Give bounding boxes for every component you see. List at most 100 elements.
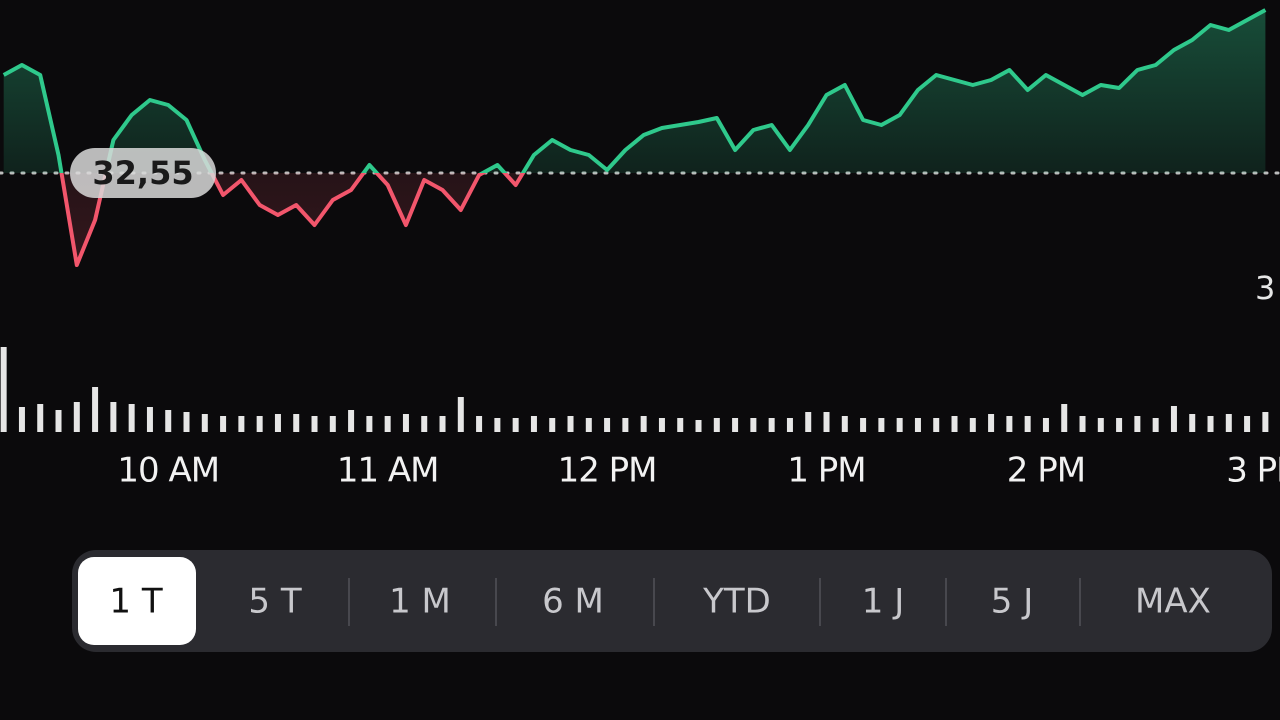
volume-bar [183, 412, 190, 432]
volume-bar [1042, 418, 1049, 432]
range-button[interactable]: 1 M [389, 582, 451, 622]
volume-bar [73, 402, 80, 432]
volume-bar [658, 418, 665, 432]
volume-bar [896, 418, 903, 432]
plot: 32,55 3 10 AM 11 AM 12 PM 1 PM 2 PM 3 PM [0, 8, 1280, 491]
x-tick-label: 2 PM [1007, 451, 1085, 491]
x-tick-label: 3 PM [1226, 451, 1280, 491]
range-selector: 1 T 5 T 1 M 6 M YTD 1 J 5 J MAX [72, 550, 1272, 652]
range-button[interactable]: 5 J [991, 582, 1033, 622]
volume-bar [805, 412, 812, 432]
volume-bar [1244, 416, 1251, 432]
volume-bar [549, 418, 556, 432]
volume-bar [713, 418, 720, 432]
volume-bar [439, 416, 446, 432]
range-button[interactable]: 5 T [248, 582, 301, 622]
volume-bar [1079, 416, 1086, 432]
volume-bar [695, 420, 702, 432]
volume-bar [37, 404, 44, 432]
range-button-selected [78, 557, 196, 645]
volume-bar [1207, 416, 1214, 432]
area-down [3, 173, 1266, 265]
volume-bar [567, 416, 574, 432]
range-button[interactable]: 6 M [542, 582, 604, 622]
volume-bar [914, 418, 921, 432]
volume-bar [1024, 416, 1031, 432]
volume-bar [165, 410, 172, 432]
volume-bar [220, 416, 227, 432]
volume-bar [604, 418, 611, 432]
range-button-label[interactable]: MAX [1135, 582, 1211, 622]
range-button-label[interactable]: 1 M [389, 582, 451, 622]
volume-bar [530, 416, 537, 432]
volume-bar [622, 418, 629, 432]
volume-bar [823, 412, 830, 432]
range-button-label[interactable]: 1 T [109, 582, 162, 622]
volume-bar [293, 414, 300, 432]
volume-bar [1170, 406, 1177, 432]
range-button-label[interactable]: 1 J [862, 582, 904, 622]
volume-bar [933, 418, 940, 432]
x-tick-label: 1 PM [787, 451, 865, 491]
price-line-up [2, 8, 1267, 173]
volume-bar [1225, 414, 1232, 432]
volume-bar [18, 407, 25, 432]
reference-label: 32,55 [92, 154, 193, 192]
range-button-label[interactable]: 6 M [542, 582, 604, 622]
volume-bar [1061, 404, 1068, 432]
range-button-label[interactable]: YTD [702, 582, 771, 622]
volume-bar [969, 418, 976, 432]
x-tick-label: 12 PM [558, 451, 657, 491]
volume-bar [878, 418, 885, 432]
volume-bar [402, 414, 409, 432]
volume-bar [841, 416, 848, 432]
volume-bar [55, 410, 62, 432]
volume-bar [1006, 416, 1013, 432]
volume-bar [348, 410, 355, 432]
range-button-label[interactable]: 5 J [991, 582, 1033, 622]
x-tick-label: 11 AM [337, 451, 439, 491]
volume-bar [951, 416, 958, 432]
volume-bar [384, 416, 391, 432]
volume-bar [786, 418, 793, 432]
volume-bar [732, 418, 739, 432]
range-button[interactable]: 1 T [78, 557, 196, 645]
segmented-control [72, 550, 1272, 652]
volume-bar [311, 416, 318, 432]
volume-bar [201, 414, 208, 432]
range-button[interactable]: MAX [1135, 582, 1211, 622]
volume-bar [585, 418, 592, 432]
volume-bar [256, 416, 263, 432]
volume-bar [1189, 414, 1196, 432]
volume-bar [457, 397, 464, 432]
volume-bar [1262, 412, 1269, 432]
volume-bar [640, 416, 647, 432]
volume-bar [366, 416, 373, 432]
volume-bar [238, 416, 245, 432]
volume-bar [92, 387, 99, 432]
volume-bar [274, 414, 281, 432]
volume-bar [128, 404, 135, 432]
volume-bar [1097, 418, 1104, 432]
volume-bar [750, 418, 757, 432]
volume-bar [1152, 418, 1159, 432]
volume-bar [988, 414, 995, 432]
range-button[interactable]: 1 J [862, 582, 904, 622]
volume-bar [110, 402, 117, 432]
volume-bar [677, 418, 684, 432]
volume-bar [1116, 418, 1123, 432]
volume-bar [494, 418, 501, 432]
volume-bar [860, 418, 867, 432]
x-tick-label: 10 AM [117, 451, 219, 491]
range-button-label[interactable]: 5 T [248, 582, 301, 622]
side-price-label: 3 [1255, 269, 1275, 307]
volume-bar [146, 407, 153, 432]
volume-bar [1134, 416, 1141, 432]
volume-bar [329, 416, 336, 432]
reference-badge [70, 148, 216, 198]
volume-bar [476, 416, 483, 432]
range-button[interactable]: YTD [702, 582, 771, 622]
area-up [3, 10, 1266, 173]
